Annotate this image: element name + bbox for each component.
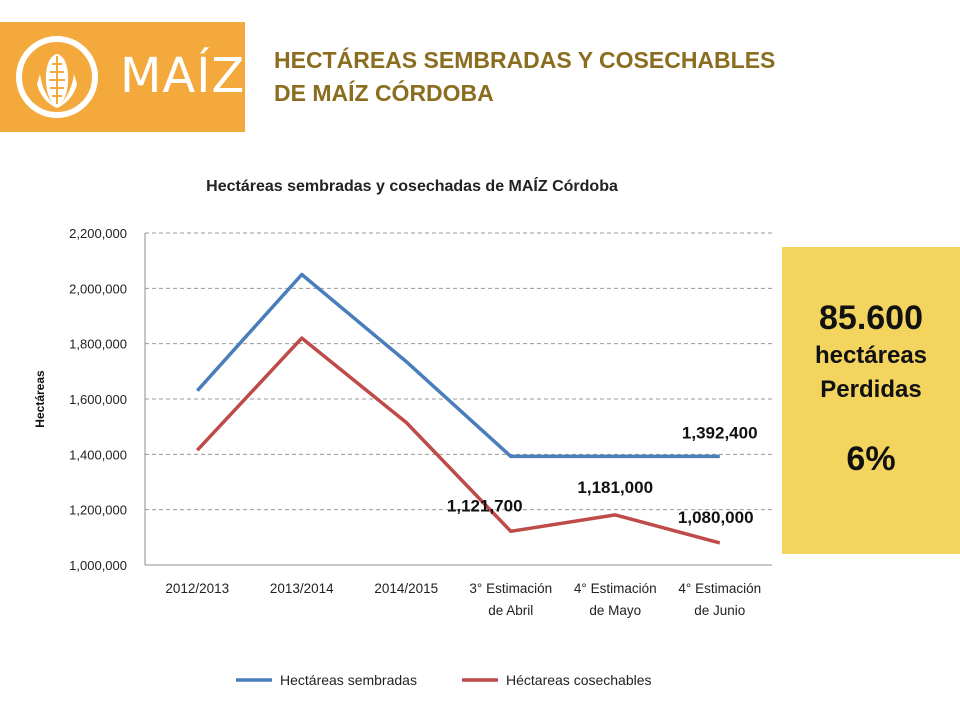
chart-title: Hectáreas sembradas y cosechadas de MAÍZ… bbox=[206, 176, 618, 195]
legend-entry: Héctareas cosechables bbox=[506, 672, 652, 688]
y-tick-label: 1,200,000 bbox=[69, 503, 127, 518]
y-tick-label: 1,800,000 bbox=[69, 337, 127, 352]
logo-text: MAÍZ bbox=[120, 48, 246, 104]
x-tick-label: de Abril bbox=[488, 603, 533, 618]
callout-line-2: Perdidas bbox=[820, 376, 922, 403]
x-tick-label: de Mayo bbox=[589, 603, 641, 618]
data-label: 1,392,400 bbox=[682, 423, 758, 442]
y-tick-label: 1,400,000 bbox=[69, 447, 127, 462]
page-title-line-2: DE MAÍZ CÓRDOBA bbox=[274, 80, 494, 106]
data-label: 1,181,000 bbox=[577, 478, 653, 497]
x-tick-label: 2014/2015 bbox=[374, 581, 438, 596]
x-tick-label: 4° Estimación bbox=[678, 581, 761, 596]
x-tick-label: 2012/2013 bbox=[165, 581, 229, 596]
loss-callout: 85.600 hectáreas Perdidas 6% bbox=[782, 247, 960, 554]
y-tick-label: 1,600,000 bbox=[69, 392, 127, 407]
data-label: 1,080,000 bbox=[678, 508, 754, 527]
page-title: HECTÁREAS SEMBRADAS Y COSECHABLES DE MAÍ… bbox=[274, 44, 775, 110]
y-tick-label: 1,000,000 bbox=[69, 558, 127, 573]
page-title-line-1: HECTÁREAS SEMBRADAS Y COSECHABLES bbox=[274, 47, 776, 73]
x-tick-label: 2013/2014 bbox=[270, 581, 334, 596]
legend-entry: Hectáreas sembradas bbox=[280, 672, 417, 688]
corn-icon bbox=[16, 36, 98, 118]
callout-line-1: hectáreas bbox=[814, 342, 928, 369]
y-axis-label: Hectáreas bbox=[33, 370, 47, 428]
x-tick-label: 4° Estimación bbox=[574, 581, 657, 596]
callout-percent: 6% bbox=[846, 440, 896, 478]
x-tick-label: 3° Estimación bbox=[469, 581, 552, 596]
series-line-0 bbox=[195, 272, 720, 459]
data-label: 1,121,700 bbox=[447, 496, 523, 515]
series-line-1 bbox=[196, 336, 721, 545]
callout-value: 85.600 bbox=[819, 299, 923, 337]
x-tick-label: de Junio bbox=[694, 603, 745, 618]
y-tick-label: 2,200,000 bbox=[69, 226, 127, 241]
logo: MAÍZ bbox=[0, 22, 245, 132]
y-tick-label: 2,000,000 bbox=[69, 281, 127, 296]
